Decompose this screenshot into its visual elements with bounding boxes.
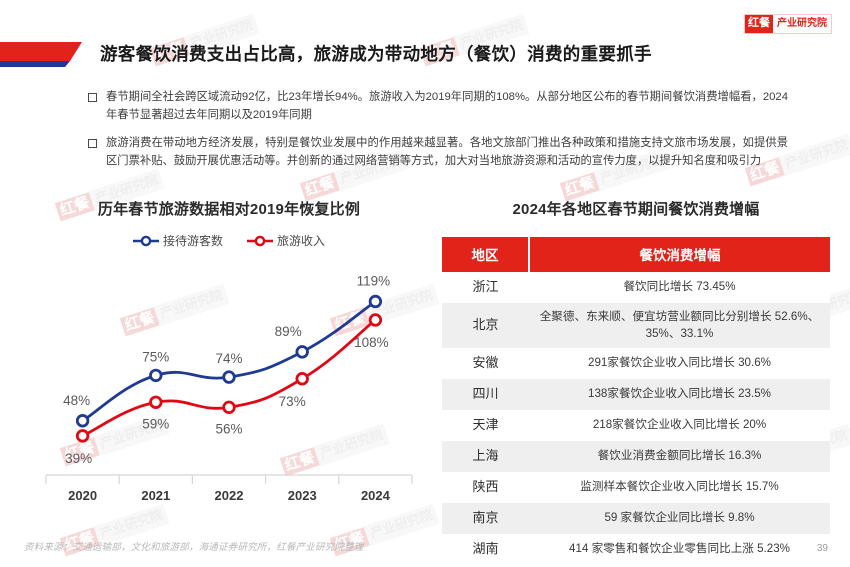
svg-text:74%: 74% <box>215 351 242 366</box>
source-note: 资料来源：交通运输部，文化和旅游部，海通证券研究所，红餐产业研究院整理 <box>24 542 364 553</box>
svg-text:89%: 89% <box>275 324 302 339</box>
table-row: 陕西 监测样本餐饮企业收入同比增长 15.7% <box>442 471 830 503</box>
legend-item-revenue: 旅游收入 <box>247 232 325 249</box>
chart-title: 历年春节旅游数据相对2019年恢复比例 <box>97 201 361 218</box>
column-header-growth: 餐饮消费增幅 <box>529 237 830 272</box>
svg-text:119%: 119% <box>357 274 391 289</box>
table-title: 2024年各地区春节期间餐饮消费增幅 <box>512 201 760 218</box>
legend-label: 接待游客数 <box>162 234 223 248</box>
cell-region: 湖南 <box>442 533 529 565</box>
table-header-row: 地区 餐饮消费增幅 <box>442 237 830 272</box>
table-header: 地区 餐饮消费增幅 <box>442 237 830 272</box>
cell-growth: 218家餐饮企业收入同比增长 20% <box>529 410 830 441</box>
table-panel: 2024年各地区春节期间餐饮消费增幅 地区 餐饮消费增幅 浙江 餐饮同比增长 73… <box>442 198 830 565</box>
legend-label: 旅游收入 <box>277 234 326 248</box>
cell-region: 天津 <box>442 410 529 441</box>
svg-text:39%: 39% <box>65 451 92 466</box>
page-title: 游客餐饮消费支出占比高，旅游成为带动地方（餐饮）消费的重要抓手 <box>100 44 652 64</box>
svg-text:59%: 59% <box>142 416 169 431</box>
cell-region: 陕西 <box>442 471 529 503</box>
svg-text:108%: 108% <box>354 335 389 350</box>
list-item: 春节期间全社会跨区域流动92亿，比23年增长94%。旅游收入为2019年同期的1… <box>88 88 788 125</box>
cell-region: 安徽 <box>442 348 529 380</box>
cell-region: 南京 <box>442 502 529 534</box>
square-bullet-icon <box>88 93 97 102</box>
legend-marker-icon <box>247 235 273 246</box>
bullet-list: 春节期间全社会跨区域流动92亿，比23年增长94%。旅游收入为2019年同期的1… <box>88 88 788 179</box>
cell-growth: 全聚德、东来顺、便宜坊营业额同比分别增长 52.6%、35%、33.1% <box>529 302 830 349</box>
legend-marker-icon <box>132 235 159 246</box>
table-row: 四川 138家餐饮企业收入同比增长 23.5% <box>442 379 830 411</box>
page-number: 39 <box>816 543 828 554</box>
cell-growth: 414 家零售和餐饮企业零售同比上涨 5.23% <box>529 533 830 565</box>
bullet-text: 旅游消费在带动地方经济发展，特别是餐饮业发展中的作用越来越显著。各地文旅部门推出… <box>106 136 788 167</box>
x-axis-tick-label: 2021 <box>141 488 171 503</box>
cell-region: 北京 <box>442 302 529 349</box>
svg-text:75%: 75% <box>142 349 169 364</box>
list-item: 旅游消费在带动地方经济发展，特别是餐饮业发展中的作用越来越显著。各地文旅部门推出… <box>88 134 788 171</box>
cell-growth: 138家餐饮企业收入同比增长 23.5% <box>529 379 830 411</box>
svg-text:48%: 48% <box>63 393 90 408</box>
logo-mark: 红餐 <box>745 15 773 33</box>
table-body: 浙江 餐饮同比增长 73.45% 北京 全聚德、东来顺、便宜坊营业额同比分别增长 52… <box>442 272 830 565</box>
title-flag-icon <box>0 42 82 67</box>
cell-growth: 59 家餐饮企业同比增长 9.8% <box>529 502 830 534</box>
column-header-region: 地区 <box>442 237 530 272</box>
x-axis-tick-label: 2024 <box>360 488 390 503</box>
cell-region: 四川 <box>442 379 529 411</box>
cell-region: 浙江 <box>442 272 529 303</box>
region-growth-table: 地区 餐饮消费增幅 浙江 餐饮同比增长 73.45% 北京 全聚德、东来顺、便宜坊营业… <box>442 237 830 565</box>
chart-plot-area: 48% 75% 74% 89% 119% 39% 59% 56% 73% 108% <box>24 255 434 505</box>
legend-item-visitors: 接待游客数 <box>132 232 223 249</box>
svg-text:73%: 73% <box>279 394 306 409</box>
table-row: 浙江 餐饮同比增长 73.45% <box>442 272 830 303</box>
title-bar: 游客餐饮消费支出占比高，旅游成为带动地方（餐饮）消费的重要抓手 <box>0 41 850 75</box>
table-row: 湖南 414 家零售和餐饮企业零售同比上涨 5.23% <box>442 533 830 565</box>
x-axis-tick-label: 2022 <box>214 488 244 503</box>
bullet-text: 春节期间全社会跨区域流动92亿，比23年增长94%。旅游收入为2019年同期的1… <box>106 91 788 122</box>
table-row: 北京 全聚德、东来顺、便宜坊营业额同比分别增长 52.6%、35%、33.1% <box>442 302 830 349</box>
cell-region: 上海 <box>442 440 529 472</box>
x-axis-tick-label: 2023 <box>287 488 317 503</box>
table-row: 天津 218家餐饮企业收入同比增长 20% <box>442 410 830 441</box>
table-row: 上海 餐饮业消费金额同比增长 16.3% <box>442 440 830 472</box>
cell-growth: 监测样本餐饮企业收入同比增长 15.7% <box>529 471 830 503</box>
square-bullet-icon <box>88 138 97 148</box>
chart-legend: 接待游客数 旅游收入 <box>24 232 434 249</box>
chart-panel: 历年春节旅游数据相对2019年恢复比例 接待游客数 旅游收入 48% 75% 74%… <box>24 198 434 523</box>
cell-growth: 餐饮业消费金额同比增长 16.3% <box>529 440 830 472</box>
x-axis-tick-label: 2020 <box>68 488 98 503</box>
cell-growth: 餐饮同比增长 73.45% <box>529 272 830 303</box>
line-chart-svg: 48% 75% 74% 89% 119% 39% 59% 56% 73% 108% <box>45 274 413 484</box>
cell-growth: 291家餐饮企业收入同比增长 30.6% <box>529 348 830 380</box>
brand-logo: 红餐 产业研究院 <box>744 14 832 34</box>
table-row: 安徽 291家餐饮企业收入同比增长 30.6% <box>442 348 830 380</box>
logo-name: 产业研究院 <box>773 15 831 33</box>
x-axis-tick-labels: 2020 2021 2022 2023 2024 <box>24 488 434 503</box>
table-row: 南京 59 家餐饮企业同比增长 9.8% <box>442 502 830 534</box>
svg-text:56%: 56% <box>215 421 242 436</box>
